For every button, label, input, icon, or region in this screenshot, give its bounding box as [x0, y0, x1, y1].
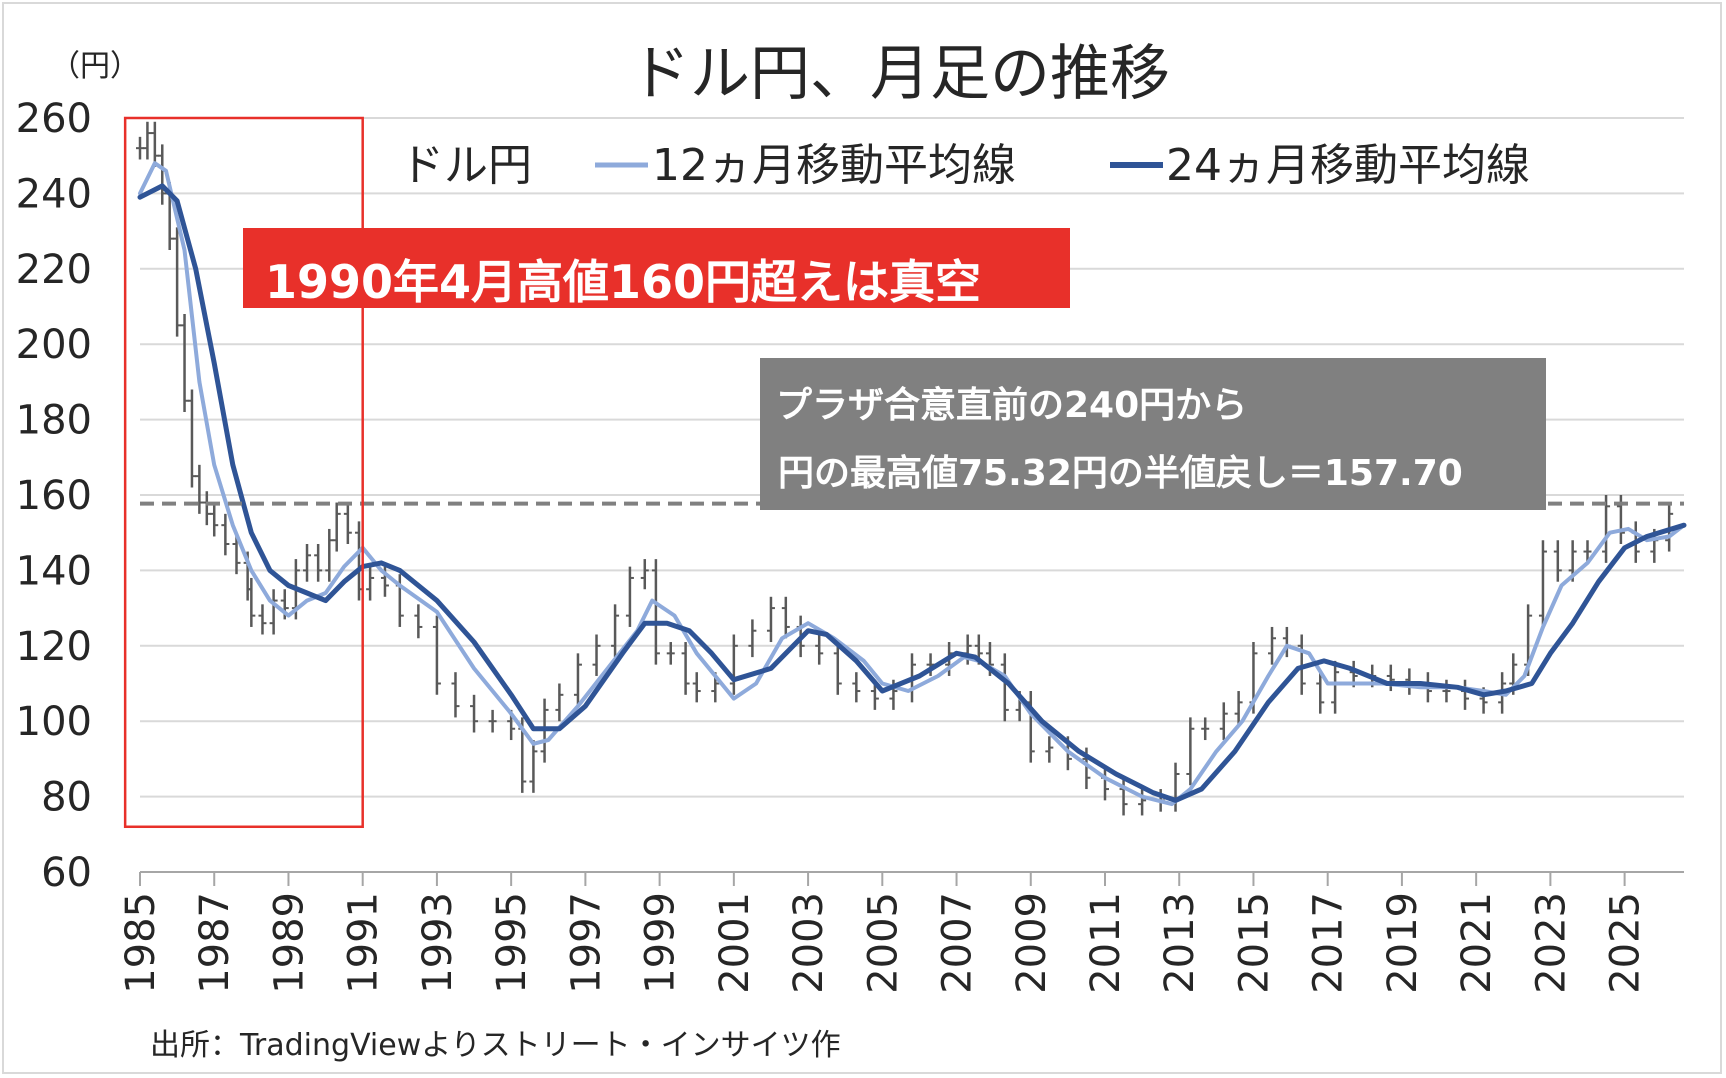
x-tick-label: 1985: [118, 892, 164, 994]
annotation-vacuum: 1990年4月高値160円超えは真空: [243, 228, 1070, 309]
x-tick-label: 1989: [266, 892, 312, 994]
x-axis-ticks: 1985 1987 1989 1991 1993 1995 1997 1999 2001 2003…: [118, 872, 1649, 994]
x-tick-label: 1997: [563, 892, 609, 994]
x-tick-label: 2005: [860, 892, 906, 994]
annotation-half-retracement: プラザ合意直前の240円から 円の最高値75.32円の半値戻し＝157.70: [760, 358, 1546, 510]
highlight-box-1985-1991: [123, 116, 364, 829]
y-axis-unit-label: （円）: [50, 49, 140, 84]
y-tick-label: 140: [16, 548, 92, 594]
source-note: 出所：TradingViewよりストリート・インサイツ作: [150, 1028, 841, 1063]
annotation-half-retracement-line-2: 円の最高値75.32円の半値戻し＝157.70: [778, 453, 1463, 494]
y-tick-label: 200: [16, 322, 92, 368]
x-tick-label: 2011: [1083, 892, 1129, 994]
y-tick-label: 260: [16, 96, 92, 142]
y-tick-label: 240: [16, 171, 92, 217]
y-tick-label: 60: [41, 850, 92, 896]
x-tick-label: 1999: [638, 892, 684, 994]
annotation-half-retracement-line-1: プラザ合意直前の240円から: [776, 385, 1247, 426]
x-tick-label: 2019: [1380, 892, 1426, 994]
x-tick-label: 2017: [1306, 892, 1352, 994]
x-tick-label: 1995: [489, 892, 535, 994]
chart-title: ドル円、月足の推移: [630, 39, 1170, 109]
annotation-vacuum-text: 1990年4月高値160円超えは真空: [265, 255, 981, 309]
y-tick-label: 160: [16, 473, 92, 519]
x-tick-label: 2009: [1009, 892, 1055, 994]
x-tick-label: 2023: [1528, 892, 1574, 994]
legend-label-ma24: 24ヵ月移動平均線: [1166, 140, 1530, 191]
x-tick-label: 2003: [786, 892, 832, 994]
x-tick-label: 2007: [935, 892, 981, 994]
y-tick-label: 120: [16, 624, 92, 670]
x-tick-label: 1987: [192, 892, 238, 994]
x-tick-label: 2025: [1603, 892, 1649, 994]
annotation-vacuum-background: [243, 228, 1070, 308]
x-tick-label: 1991: [341, 892, 387, 994]
legend: ドル円 12ヵ月移動平均線 24ヵ月移動平均線: [400, 140, 1530, 191]
x-tick-label: 2001: [712, 892, 758, 994]
y-axis-ticks: 60 80 100 120 140 160 180 200 220 240 260: [16, 96, 92, 896]
x-tick-label: 2013: [1157, 892, 1203, 994]
legend-label-ma12: 12ヵ月移動平均線: [652, 140, 1016, 191]
y-tick-label: 220: [16, 247, 92, 293]
y-tick-label: 100: [16, 699, 92, 745]
y-tick-label: 180: [16, 398, 92, 444]
x-tick-label: 2015: [1231, 892, 1277, 994]
annotation-half-retracement-background: [760, 358, 1546, 510]
y-tick-label: 80: [41, 775, 92, 821]
x-tick-label: 1993: [415, 892, 461, 994]
x-tick-label: 2021: [1454, 892, 1500, 994]
series-ma24-line: [137, 183, 1687, 803]
legend-label-usdjpy: ドル円: [400, 140, 532, 191]
